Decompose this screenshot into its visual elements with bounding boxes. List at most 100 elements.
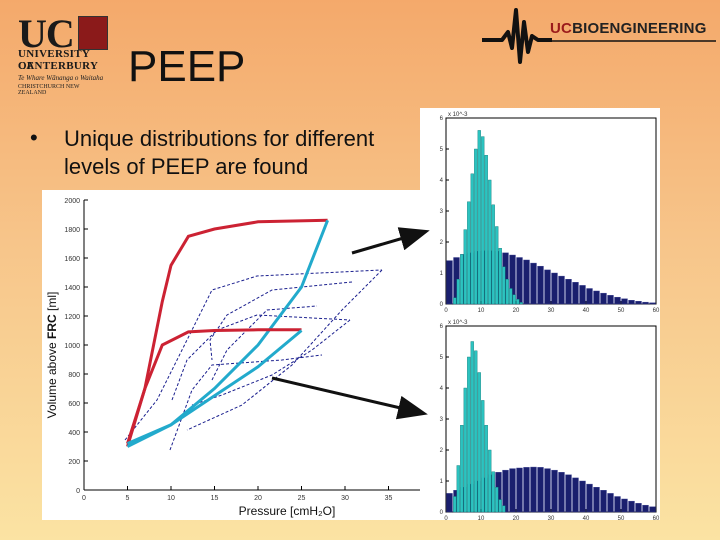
hist-x-tick-label: 60 bbox=[653, 308, 660, 314]
hist-y-tick-label: 1 bbox=[440, 271, 444, 277]
bar-navy bbox=[628, 300, 635, 305]
bar-navy bbox=[572, 282, 579, 305]
bar-navy bbox=[642, 301, 649, 305]
bar-navy bbox=[572, 477, 579, 513]
hist-y-tick-label: 5 bbox=[440, 147, 444, 153]
bar-navy bbox=[523, 259, 530, 305]
bioengineering-wordmark: UCBIOENGINEERING bbox=[550, 20, 707, 37]
bar-teal bbox=[495, 226, 499, 305]
arrow-lower bbox=[271, 376, 428, 420]
x-tick-label: 10 bbox=[167, 495, 175, 502]
bioengineering-logo bbox=[482, 0, 716, 70]
bar-teal bbox=[474, 148, 478, 305]
hist-x-tick-label: 30 bbox=[548, 308, 555, 314]
bar-navy bbox=[600, 292, 607, 305]
hist-y-tick-label: 2 bbox=[440, 240, 444, 246]
red-loop-lower bbox=[126, 328, 302, 445]
hist-y-tick-label: 4 bbox=[440, 386, 444, 392]
bar-navy bbox=[551, 272, 558, 305]
bar-teal bbox=[495, 487, 499, 513]
bar-teal bbox=[470, 341, 474, 513]
bar-teal bbox=[453, 297, 457, 305]
x-tick-label: 15 bbox=[211, 495, 219, 502]
bar-navy bbox=[593, 290, 600, 305]
bar-teal bbox=[477, 130, 481, 305]
dashed-loop-1-return bbox=[186, 269, 383, 431]
bar-navy bbox=[558, 275, 565, 305]
bar-navy bbox=[565, 278, 572, 305]
slide-title: PEEP bbox=[128, 42, 246, 91]
bar-teal bbox=[456, 278, 460, 305]
x-tick-label: 25 bbox=[298, 495, 306, 502]
hist-x-tick-label: 40 bbox=[583, 516, 590, 520]
y-multiplier-top: x 10^-3 bbox=[448, 112, 468, 118]
bar-navy bbox=[628, 500, 635, 513]
hist-y-tick-label: 0 bbox=[440, 302, 444, 308]
bar-teal bbox=[505, 278, 509, 305]
bar-navy bbox=[614, 296, 621, 305]
y-tick-label: 1000 bbox=[64, 343, 80, 350]
hist-x-tick-label: 10 bbox=[478, 308, 485, 314]
bar-navy bbox=[551, 469, 558, 513]
y-multiplier-bottom: x 10^-3 bbox=[448, 320, 468, 326]
y-tick-label: 1800 bbox=[64, 227, 80, 234]
university-name-line1: UNIVERSITY OF bbox=[18, 48, 90, 72]
bar-teal bbox=[491, 471, 495, 513]
bar-teal bbox=[484, 155, 488, 305]
cyan-loop-lower bbox=[126, 329, 303, 445]
bar-teal bbox=[474, 350, 478, 513]
hist-y-tick-label: 5 bbox=[440, 355, 444, 361]
bar-navy bbox=[446, 493, 453, 513]
university-name-line2: CANTERBURY bbox=[18, 60, 99, 72]
bar-navy bbox=[516, 257, 523, 305]
hist-y-tick-label: 6 bbox=[440, 324, 444, 330]
bar-teal bbox=[481, 136, 485, 305]
bar-navy bbox=[607, 493, 614, 513]
bar-navy bbox=[509, 254, 516, 305]
bar-navy bbox=[586, 483, 593, 513]
bar-navy bbox=[558, 472, 565, 513]
hist-x-tick-label: 30 bbox=[548, 516, 555, 520]
bar-navy bbox=[649, 302, 656, 305]
bar-teal bbox=[463, 387, 467, 513]
bar-teal bbox=[456, 465, 460, 513]
hist-x-tick-label: 10 bbox=[478, 516, 485, 520]
y-tick-label: 1600 bbox=[64, 256, 80, 263]
bar-navy bbox=[621, 298, 628, 305]
uc-letters: UC bbox=[18, 11, 75, 56]
bar-teal bbox=[453, 496, 457, 513]
bar-navy bbox=[614, 496, 621, 513]
hist-y-tick-label: 2 bbox=[440, 448, 444, 454]
dashed-loop-4 bbox=[209, 281, 353, 361]
waveform-icon bbox=[482, 8, 716, 64]
bar-teal bbox=[484, 425, 488, 513]
bar-teal bbox=[460, 425, 464, 513]
university-maori-name: Te Whare Wānanga o Waitaha bbox=[18, 74, 104, 82]
hist-x-tick-label: 60 bbox=[653, 516, 660, 520]
hist-y-tick-label: 3 bbox=[440, 209, 444, 215]
x-tick-label: 20 bbox=[254, 495, 262, 502]
bar-navy bbox=[586, 288, 593, 305]
bar-teal bbox=[481, 400, 485, 513]
hist-x-tick-label: 0 bbox=[444, 308, 448, 314]
bar-navy bbox=[565, 474, 572, 513]
bar-navy bbox=[530, 466, 537, 513]
y-tick-label: 2000 bbox=[64, 198, 80, 205]
bar-teal bbox=[463, 229, 467, 305]
hist-x-tick-label: 20 bbox=[513, 308, 520, 314]
bar-navy bbox=[530, 262, 537, 305]
bar-navy bbox=[446, 260, 453, 305]
bar-teal bbox=[488, 179, 492, 305]
bar-teal bbox=[502, 505, 506, 513]
bar-navy bbox=[537, 265, 544, 305]
hist-y-tick-label: 3 bbox=[440, 417, 444, 423]
bar-teal bbox=[470, 173, 474, 305]
hist-y-tick-label: 4 bbox=[440, 178, 444, 184]
hist-x-tick-label: 50 bbox=[618, 308, 625, 314]
y-tick-label: 800 bbox=[68, 372, 80, 379]
university-logo: UC UNIVERSITY OF CANTERBURY Te Whare Wān… bbox=[8, 6, 108, 96]
bar-teal bbox=[467, 356, 471, 513]
bioeng-word: BIOENGINEERING bbox=[572, 20, 707, 37]
